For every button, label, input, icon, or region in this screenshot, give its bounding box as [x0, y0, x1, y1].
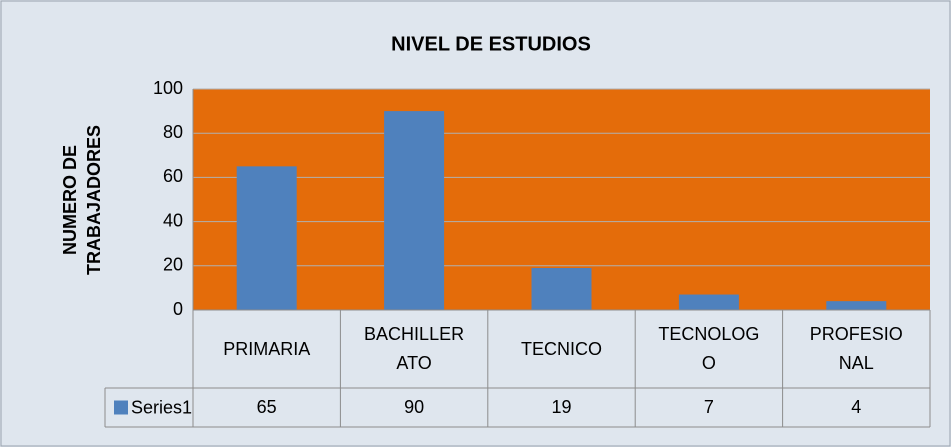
x-tick-label: TECNICO	[488, 310, 635, 388]
x-tick-label: PROFESIONAL	[783, 310, 930, 388]
y-tick-label: 80	[163, 122, 183, 142]
label-text: TECNOLOGO	[658, 324, 760, 373]
y-tick-label: 20	[163, 255, 183, 275]
data-table-value: 90	[404, 397, 425, 417]
y-tick-label: 60	[163, 166, 183, 186]
bar	[531, 268, 592, 310]
bar	[236, 166, 297, 310]
data-table-value: 19	[551, 397, 572, 417]
label-text: PRIMARIA	[223, 338, 311, 359]
y-tick-label: 0	[173, 299, 183, 319]
x-tick-label: PRIMARIA	[193, 310, 340, 388]
y-tick-label: 100	[153, 78, 183, 98]
bar	[384, 111, 445, 310]
data-table-value: 65	[256, 397, 277, 417]
y-tick-label: 40	[163, 210, 183, 230]
label-text: PROFESIONAL	[809, 324, 903, 373]
label-text: TECNICO	[520, 338, 602, 359]
label-text: BACHILLERATO	[364, 324, 465, 373]
x-tick-label: TECNOLOGO	[635, 310, 782, 388]
bar	[826, 301, 887, 310]
data-table-value: 4	[851, 397, 862, 417]
legend-key	[114, 400, 128, 415]
x-tick-label: BACHILLERATO	[340, 310, 487, 388]
y-axis-label: NUMERO DE TRABAJADORES	[60, 125, 104, 276]
chart-title: NIVEL DE ESTUDIOS	[391, 33, 591, 55]
legend-label: Series1	[131, 397, 192, 417]
data-table-value: 7	[703, 397, 714, 417]
bar	[678, 294, 739, 310]
